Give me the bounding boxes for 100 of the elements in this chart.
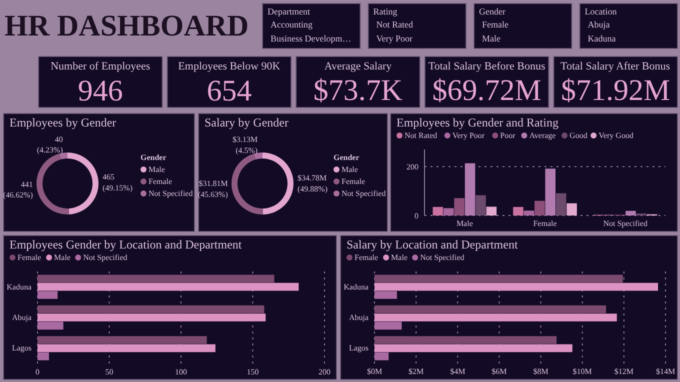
bar [38, 314, 266, 322]
legend-label: Not Specified [342, 189, 386, 198]
legend-label: Male [342, 165, 358, 174]
x-tick-label: $4M [450, 367, 466, 376]
bar [432, 206, 444, 216]
text: $73.7K [313, 74, 403, 107]
bar [454, 198, 464, 216]
y-tick-label: Lagos [348, 344, 369, 353]
bar [486, 206, 497, 216]
bar [476, 195, 486, 216]
legend-label: Female [342, 177, 366, 186]
legend-label: Very Good [598, 131, 634, 140]
text: HR DASHBOARD [4, 10, 249, 42]
category-label: Employees Below 90K [178, 60, 280, 72]
text: 654 [206, 74, 252, 108]
text: $69.72M [432, 74, 542, 107]
x-tick-label: $12M [614, 367, 634, 376]
bar [524, 210, 534, 216]
legend-label: Female [354, 253, 378, 262]
legend-label: Male [148, 165, 166, 174]
legend-label: Average [529, 131, 556, 140]
chart-title: Salary by Gender [204, 116, 288, 130]
legend-label: Very Poor [452, 131, 485, 140]
x-tick-label: 150 [246, 368, 259, 376]
data-label: $3.13M (4.5%) [232, 134, 258, 155]
x-tick-label: 50 [105, 368, 114, 376]
legend-label: Good [570, 131, 588, 140]
text: Very Poor [376, 34, 412, 44]
text: Not Rated [376, 20, 414, 30]
text: Business Developm… [270, 34, 352, 44]
chart-title: Salary by Location and Department [346, 238, 518, 252]
legend-title: Gender [140, 153, 167, 162]
text: Abuja [588, 20, 610, 30]
bar [534, 200, 545, 216]
category-label: Average Salary [324, 60, 392, 72]
bar [556, 193, 566, 216]
y-tick-label: Kaduna [344, 282, 369, 292]
bar [38, 305, 264, 314]
bar [374, 344, 572, 352]
x-tick-label: $2M [408, 367, 424, 376]
category-label: Total Salary After Bonus [560, 60, 670, 72]
legend-label: Not Rated [404, 131, 438, 140]
legend-label: Poor [500, 131, 516, 140]
category-label: Gender [479, 6, 506, 16]
bar [374, 305, 606, 314]
bar [626, 210, 636, 216]
data-label: 40 (4.23%) [36, 134, 64, 155]
text: Kaduna [588, 34, 616, 44]
bar [38, 291, 58, 299]
x-tick-label: 0 [36, 368, 40, 376]
bar [38, 344, 216, 352]
bar [513, 206, 524, 216]
x-tick-label: 200 [318, 368, 330, 376]
category-label: Department [268, 6, 310, 16]
x-tick-label: $8M [533, 367, 548, 376]
data-label: $34.78M (49.88%) [298, 173, 328, 194]
bar [374, 314, 617, 322]
category-label: Rating [373, 6, 398, 16]
x-tick-label: $10M [572, 367, 592, 376]
text: 946 [78, 74, 123, 108]
category-label: Location [584, 6, 618, 16]
bar [374, 282, 658, 291]
category-label: Total Salary Before Bonus [428, 60, 546, 72]
bar [38, 282, 299, 291]
text: $71.92M [561, 74, 670, 107]
legend-title: Gender [334, 153, 360, 162]
y-tick-label: Abuja [12, 313, 32, 322]
bar [374, 336, 557, 344]
chart-title: Employees by Gender and Rating [396, 116, 558, 130]
bar [443, 208, 454, 216]
y-tick-label: Abuja [348, 313, 369, 322]
x-tick-label: $0M [366, 367, 382, 376]
bar [545, 168, 556, 216]
bar [374, 322, 402, 330]
x-tick-label: Female [533, 219, 558, 228]
data-label: $31.81M (45.63%) [198, 179, 228, 200]
bar [38, 274, 274, 283]
data-label: 441 (46.62%) [2, 180, 34, 200]
data-label: 465 (49.15%) [102, 172, 133, 192]
legend-label: Not Specified [420, 253, 464, 262]
x-tick-label: Not Specified [603, 219, 648, 228]
chart-title: Employees Gender by Location and Department [10, 238, 242, 252]
bar [38, 352, 49, 360]
bar [464, 163, 476, 216]
bar [374, 274, 623, 283]
legend-label: Male [54, 253, 71, 262]
legend-label: Female [18, 253, 42, 262]
y-tick-label: Kaduna [6, 282, 32, 292]
legend-label: Not Specified [83, 253, 128, 262]
y-tick-label: Lagos [12, 344, 32, 353]
x-tick-label: Male [456, 219, 474, 228]
category-label: Number of Employees [50, 60, 150, 72]
x-tick-label: $14M [656, 367, 676, 376]
bar [374, 352, 389, 360]
x-tick-label: $6M [492, 367, 507, 376]
text: Accounting [270, 20, 313, 30]
text: Female [482, 20, 508, 30]
legend-label: Female [148, 177, 172, 186]
bar [38, 336, 207, 344]
bar [374, 291, 397, 299]
